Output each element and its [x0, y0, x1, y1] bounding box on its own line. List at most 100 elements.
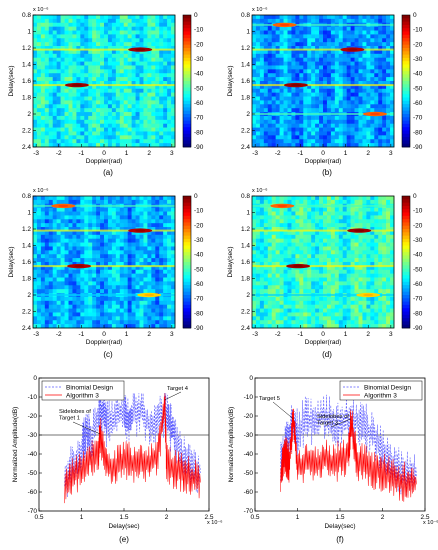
heatmap-cell [303, 61, 308, 66]
heatmap-cell [72, 223, 77, 228]
heatmap-cell [135, 49, 140, 55]
heatmap-cell [319, 285, 324, 290]
heatmap-cell [135, 92, 140, 97]
heatmap-cell [44, 84, 50, 90]
heatmap-cell [80, 112, 85, 117]
heatmap-cell [295, 281, 300, 286]
heatmap-cell [283, 300, 288, 305]
heatmap-cell [60, 84, 65, 90]
heatmap-cell [279, 254, 284, 259]
heatmap-cell [338, 273, 344, 278]
heatmap-cell [76, 296, 81, 302]
heatmap-cell [139, 211, 144, 216]
heatmap-cell [330, 230, 336, 236]
heatmap-cell [52, 199, 57, 205]
heatmap-cell [267, 131, 273, 136]
heatmap-cell [299, 92, 304, 97]
heatmap-cell [119, 285, 125, 290]
heatmap-cell [287, 49, 292, 55]
heatmap-cell [163, 211, 168, 216]
heatmap-cell [123, 139, 128, 144]
heatmap-cell [319, 123, 324, 128]
heatmap-cell [88, 69, 93, 74]
heatmap-cell [64, 258, 69, 263]
heatmap-cell [390, 38, 395, 43]
heatmap-cell [123, 108, 128, 113]
colorbar-tick-label: 0 [413, 12, 417, 19]
heatmap-cell [346, 262, 351, 267]
heatmap-cell [330, 281, 336, 286]
heatmap-cell [370, 77, 375, 82]
heatmap-cell [319, 238, 324, 243]
heatmap-cell [287, 81, 292, 86]
heatmap-cell [135, 223, 140, 228]
heatmap-cell [334, 246, 340, 251]
heatmap-cell [295, 304, 300, 309]
heatmap-cell [60, 234, 65, 239]
heatmap-cell [68, 281, 73, 286]
heatmap-cell [295, 127, 300, 132]
heatmap-cell [311, 131, 316, 136]
heatmap-cell [315, 65, 320, 70]
heatmap-cell [323, 258, 328, 263]
heatmap-cell [56, 119, 61, 124]
heatmap-cell [80, 199, 85, 205]
heatmap-cell [36, 65, 42, 70]
heatmap-cell [48, 223, 54, 228]
heatmap-cell [64, 65, 69, 70]
heatmap-cell [147, 230, 152, 236]
heatmap-cell [362, 223, 367, 228]
heatmap-cell [131, 42, 136, 47]
heatmap-cell [167, 320, 172, 325]
heatmap-cell [155, 65, 160, 70]
heatmap-cell [311, 246, 316, 251]
heatmap-cell [96, 73, 101, 78]
heatmap-cell [342, 227, 347, 232]
heatmap-cell [370, 131, 375, 136]
heatmap-cell [342, 81, 347, 86]
heatmap-cell [338, 81, 344, 86]
heatmap-cell [323, 135, 328, 140]
heatmap-cell [263, 119, 269, 124]
heatmap-cell [68, 112, 73, 117]
colorbar-cell [183, 232, 191, 236]
heatmap-cell [115, 234, 121, 239]
heatmap-cell [374, 53, 379, 58]
heatmap-cell [311, 300, 316, 305]
colorbar-cell [183, 285, 191, 289]
heatmap-cell [104, 139, 109, 144]
heatmap-cell [44, 265, 50, 271]
heatmap-cell [68, 320, 73, 325]
colorbar-cell [183, 255, 191, 260]
heatmap-cell [370, 227, 375, 232]
heatmap-cell [40, 308, 46, 313]
heatmap-cell [390, 88, 395, 93]
heatmap-cell [330, 246, 336, 251]
heatmap-cell [350, 34, 355, 39]
heatmap-cell [362, 135, 367, 140]
heatmap-cell [303, 250, 308, 255]
heatmap-cell [354, 42, 359, 47]
heatmap-cell [390, 123, 395, 128]
heatmap-cell [167, 22, 172, 27]
heatmap-cell [56, 18, 61, 24]
heatmap-cell [159, 250, 164, 255]
colorbar-cell [183, 298, 191, 302]
heatmap-cell [326, 246, 332, 251]
heatmap-cell [167, 258, 172, 263]
heatmap-cell [291, 196, 296, 201]
heatmap-cell [171, 92, 176, 97]
heatmap-cell [287, 238, 292, 243]
heatmap-cell [338, 250, 344, 255]
heatmap-cell [275, 207, 280, 212]
heatmap-cell [151, 316, 156, 321]
heatmap-cell [60, 49, 65, 55]
heatmap-cell [338, 289, 344, 294]
heatmap-cell [48, 131, 54, 136]
heatmap-cell [295, 269, 300, 274]
heatmap-cell [135, 230, 140, 236]
heatmap-cell [159, 254, 164, 259]
heatmap-cell [139, 38, 144, 43]
heatmap-cell [119, 215, 125, 220]
heatmap-cell [56, 258, 61, 263]
